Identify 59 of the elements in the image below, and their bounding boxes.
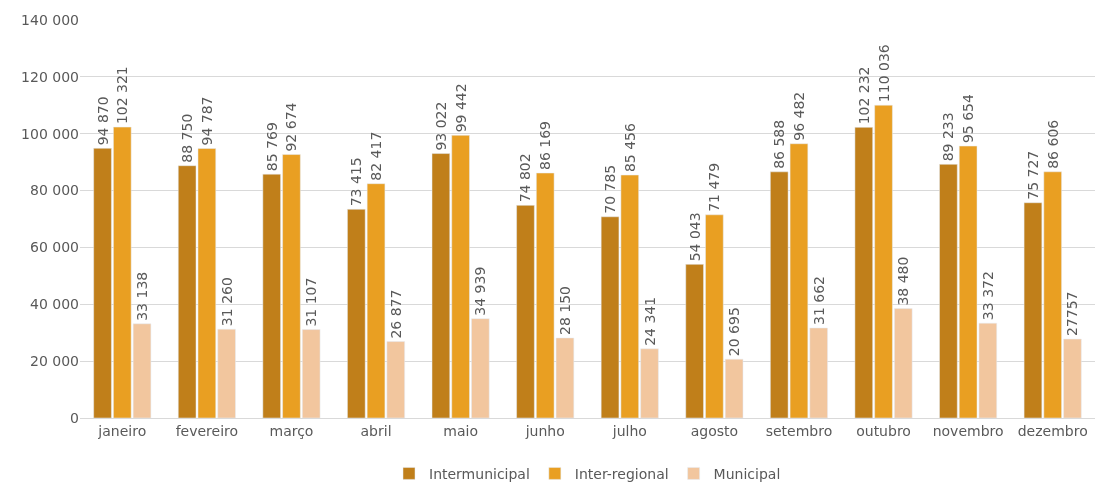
data-label: 92 674 [283, 102, 300, 152]
legend-label: Inter-regional [574, 465, 669, 482]
data-label: 31 662 [810, 275, 827, 325]
data-label: 95 654 [960, 93, 977, 144]
y-tick-label: 80 000 [30, 182, 79, 199]
data-label: 38 480 [895, 256, 912, 306]
data-label: 54 043 [686, 212, 703, 262]
x-tick-label: novembro [932, 422, 1004, 439]
x-tick-label: maio [443, 422, 478, 439]
data-label: 94 870 [94, 96, 111, 146]
data-label: 96 482 [790, 91, 807, 141]
y-tick-label: 40 000 [30, 296, 79, 313]
y-tick-label: 60 000 [30, 239, 79, 256]
data-label: 31 260 [218, 277, 235, 327]
data-label: 86 606 [1044, 119, 1061, 169]
data-label: 93 022 [432, 101, 449, 151]
data-label: 102 321 [114, 66, 131, 125]
legend-label: Municipal [713, 465, 781, 482]
x-tick-label: dezembro [1017, 422, 1088, 439]
data-label: 28 150 [556, 285, 573, 335]
data-label: 20 695 [726, 307, 743, 357]
x-tick-label: outubro [856, 422, 911, 439]
data-label: 86 588 [771, 119, 788, 169]
data-label: 82 417 [368, 131, 385, 181]
data-label: 74 802 [517, 153, 534, 203]
x-tick-label: julho [611, 422, 647, 439]
data-label: 88 750 [179, 113, 196, 163]
data-label: 27757 [1064, 291, 1081, 337]
x-tick-label: fevereiro [175, 422, 239, 439]
data-label: 73 415 [348, 157, 365, 207]
data-label: 75 727 [1024, 150, 1041, 200]
data-label: 89 233 [940, 112, 957, 162]
data-label: 71 479 [706, 162, 723, 212]
x-tick-label: junho [524, 422, 565, 439]
x-tick-label: janeiro [97, 422, 147, 439]
data-label: 110 036 [875, 44, 892, 103]
x-tick-label: março [269, 422, 314, 439]
y-tick-label: 140 000 [21, 11, 79, 28]
y-tick-label: 20 000 [30, 353, 79, 370]
legend-label: Intermunicipal [429, 465, 530, 482]
data-label: 33 372 [979, 271, 996, 321]
data-label: 26 877 [387, 289, 404, 339]
x-tick-label: setembro [765, 422, 833, 439]
y-tick-label: 120 000 [21, 68, 79, 85]
data-label: 85 456 [621, 122, 638, 173]
data-label: 102 232 [855, 66, 872, 125]
data-label: 24 341 [641, 296, 658, 346]
x-tick-label: abril [360, 422, 392, 439]
data-label: 33 138 [134, 271, 151, 321]
data-label: 31 107 [303, 277, 320, 327]
data-label: 94 787 [198, 96, 215, 146]
y-tick-label: 0 [70, 409, 79, 426]
data-label: 34 939 [472, 266, 489, 316]
data-label: 99 442 [452, 83, 469, 133]
data-label: 70 785 [602, 164, 619, 214]
data-label: 85 769 [263, 122, 280, 172]
y-tick-label: 100 000 [21, 125, 79, 142]
data-label: 86 169 [537, 121, 554, 171]
x-tick-label: agosto [690, 422, 739, 439]
